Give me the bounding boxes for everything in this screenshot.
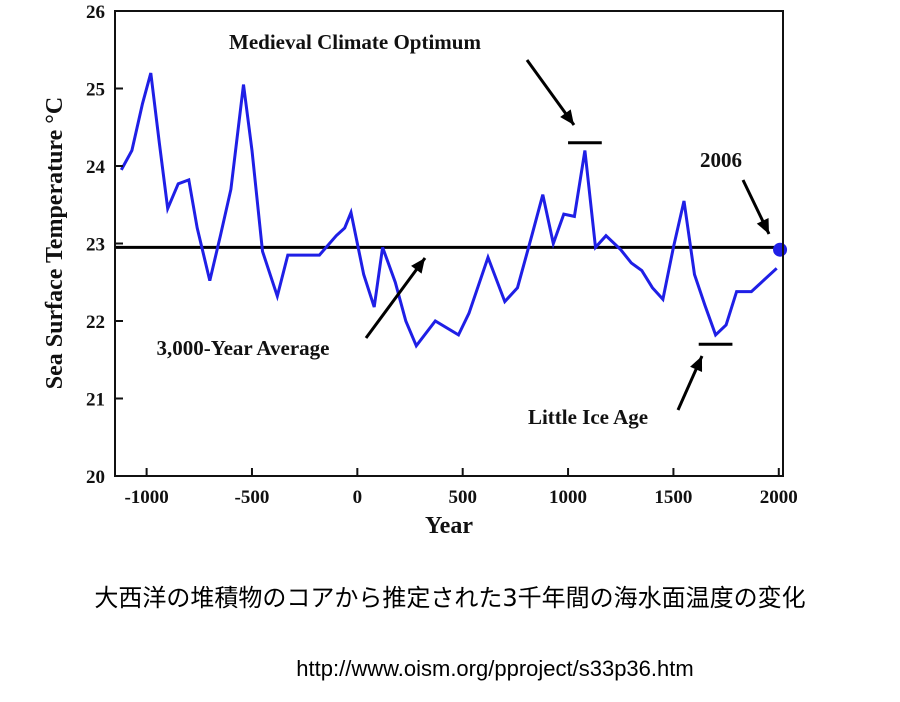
- x-tick-label: 0: [353, 487, 363, 508]
- source-url: http://www.oism.org/pproject/s33p36.htm: [296, 656, 694, 681]
- annotations: Medieval Climate Optimum 3,000-Year Aver…: [156, 30, 771, 429]
- x-axis-title: Year: [425, 513, 473, 539]
- arrow-2006-head: [756, 218, 769, 234]
- annotation-little-ice-age: Little Ice Age: [528, 405, 648, 429]
- annotation-2006: 2006: [700, 148, 742, 172]
- y-axis-title: Sea Surface Temperature °C: [42, 97, 68, 389]
- plot-area: [115, 72, 788, 349]
- arrow-medieval-head: [560, 109, 574, 125]
- x-tick-label: 1500: [654, 487, 692, 508]
- x-tick-label: 1000: [549, 487, 587, 508]
- x-tick-label: 2000: [760, 487, 798, 508]
- arrow-average: [364, 257, 427, 339]
- y-tick-label: 22: [86, 312, 105, 333]
- annotation-medieval: Medieval Climate Optimum: [229, 30, 481, 54]
- y-tick-label: 21: [86, 390, 105, 411]
- temperature-chart: -1000 -500 0 500 1000 1500 2000 20 21 22 23 24 25 26…: [42, 2, 798, 539]
- x-tick-label: -500: [235, 487, 270, 508]
- y-tick-label: 26: [86, 2, 105, 23]
- arrow-little-ice-age-head: [690, 356, 703, 372]
- x-axis: -1000 -500 0 500 1000 1500 2000: [124, 468, 798, 508]
- y-tick-label: 23: [86, 235, 105, 256]
- annotation-average: 3,000-Year Average: [156, 336, 329, 360]
- y-tick-label: 20: [86, 467, 105, 488]
- plot-frame: [114, 10, 784, 477]
- x-tick-label: -1000: [124, 487, 168, 508]
- series-line-0: [119, 72, 778, 349]
- y-tick-label: 24: [86, 157, 106, 178]
- y-axis: 20 21 22 23 24 25 26: [86, 2, 123, 488]
- point-2006: [773, 242, 788, 257]
- x-tick-label: 500: [448, 487, 477, 508]
- y-tick-label: 25: [86, 80, 105, 101]
- caption: 大西洋の堆積物のコアから推定された3千年間の海水面温度の変化: [94, 584, 806, 612]
- arrow-average-head: [411, 258, 425, 274]
